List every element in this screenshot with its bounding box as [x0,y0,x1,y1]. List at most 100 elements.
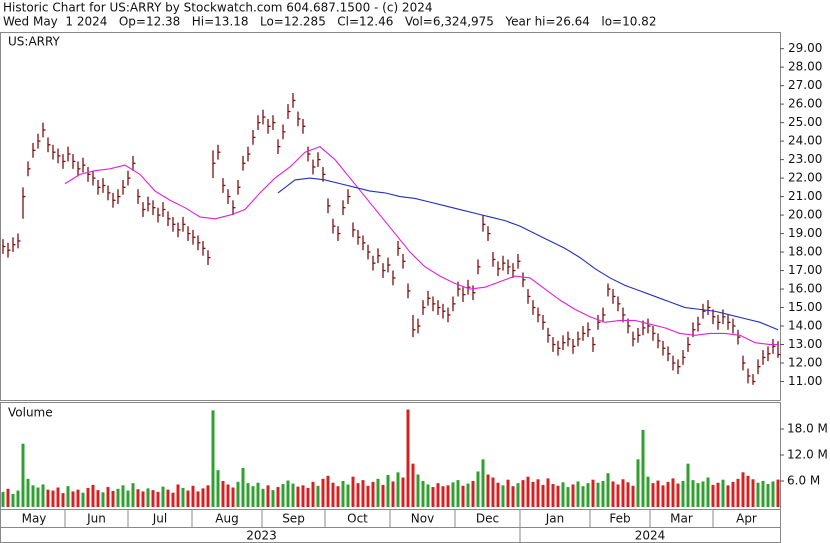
volume-bar [191,485,195,507]
volume-bar [581,486,585,507]
volume-bar [331,482,335,507]
volume-bar [241,468,245,507]
volume-bar [201,488,205,507]
y-tick-label: 12.0 M [787,448,828,462]
volume-bar [76,489,80,507]
moving-average [277,177,779,331]
volume-bar [91,484,95,507]
volume-bar [151,490,155,507]
volume-bar [291,483,295,507]
volume-bar [246,483,250,507]
volume-bar [756,482,760,507]
month-label: Sep [282,512,305,526]
volume-bar [671,478,675,507]
volume-bar [101,492,105,507]
volume-bar [551,484,555,507]
volume-bar [601,481,605,507]
volume-bar [86,487,90,507]
volume-bar [211,410,215,507]
volume-bar [341,481,345,507]
volume-bar [221,481,225,507]
volume-bar [16,490,20,507]
price-panel [0,32,781,401]
volume-bar [666,481,670,507]
volume-bar [146,488,150,507]
volume-bar [196,491,200,507]
volume-bar [426,484,430,507]
volume-bar [486,474,490,507]
volume-bar [81,492,85,507]
volume-bar [41,484,45,507]
volume-bar [141,491,145,507]
volume-bar [26,478,30,507]
volume-bar [56,487,60,507]
volume-bar [261,488,265,507]
volume-bar [496,482,500,507]
volume-bar [51,490,55,507]
y-tick-label: 15.00 [788,300,822,314]
volume-bar [776,479,780,507]
y-tick-label: 17.00 [788,263,822,277]
volume-bar [31,485,35,507]
volume-bar [406,409,410,507]
volume-bar [641,429,645,507]
volume-bar [266,485,270,507]
y-tick-label: 29.00 [788,41,822,55]
volume-bar [541,484,545,507]
volume-bar [421,481,425,507]
y-tick-label: 13.00 [788,337,822,351]
header-line: Historic Chart for US:ARRY by Stockwatch… [3,1,432,15]
volume-bar [321,478,325,507]
volume-bar [281,484,285,507]
volume-bar [391,481,395,507]
volume-bar [661,485,665,507]
volume-bar [691,480,695,507]
volume-bar [356,483,360,507]
volume-bar [631,485,635,507]
month-label: Aug [215,512,238,526]
volume-bar [441,486,445,507]
volume-bar [116,488,120,507]
volume-bar [701,481,705,507]
volume-bar [651,483,655,507]
volume-bar [256,482,260,507]
volume-bar [66,486,70,507]
month-label: Nov [411,512,434,526]
y-tick-label: 14.00 [788,319,822,333]
month-label: Jan [545,512,565,526]
volume-bar [681,481,685,507]
y-tick-label: 26.00 [788,97,822,111]
volume-bar [511,486,515,507]
volume-bar [611,481,615,507]
year-label: 2024 [635,529,666,543]
month-label: Dec [476,512,499,526]
volume-bar [46,489,50,507]
month-label: Apr [736,512,757,526]
volume-bar [171,492,175,507]
volume-bar [686,463,690,507]
volume-bar [1,491,5,507]
volume-bar [771,481,775,507]
volume-bar [366,485,370,507]
volume-bar [626,482,630,507]
volume-bar [741,472,745,507]
volume-bar [296,486,300,507]
volume-bar [706,477,710,507]
volume-bar [11,494,15,507]
volume-bar [226,484,230,507]
volume-bar [461,485,465,507]
volume-bar [381,484,385,507]
volume-bar [336,486,340,507]
y-tick-label: 19.00 [788,226,822,240]
volume-bar [396,472,400,507]
month-label: Feb [609,512,630,526]
volume-bar [731,481,735,507]
volume-bar [476,471,480,507]
moving-average [64,146,778,346]
volume-bar [721,479,725,507]
volume-bar [571,484,575,507]
volume-bar [656,480,660,507]
volume-bar [456,480,460,507]
